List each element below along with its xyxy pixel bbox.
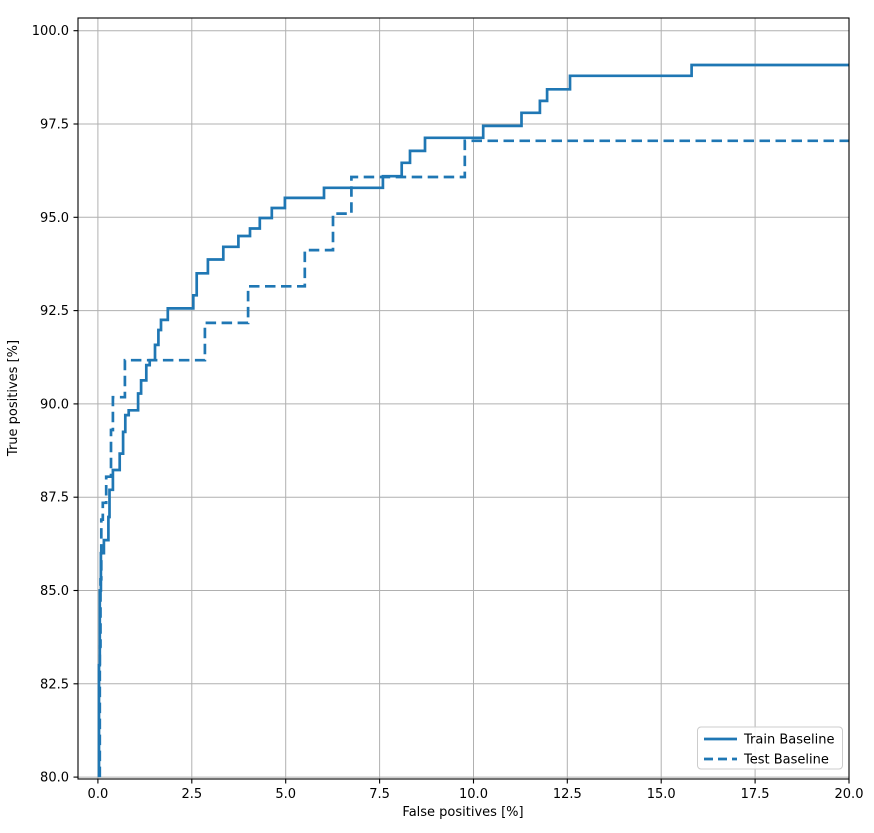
x-tick-label: 17.5	[741, 787, 770, 802]
train-baseline-line	[97, 63, 849, 778]
legend: Train Baseline Test Baseline	[697, 726, 843, 770]
y-tick-label: 80.0	[40, 771, 69, 786]
y-tick-label: 100.0	[32, 24, 69, 39]
y-tick-label: 85.0	[40, 584, 69, 599]
test-baseline-line	[98, 139, 849, 778]
x-tick-label: 20.0	[835, 787, 864, 802]
x-tick-label: 7.5	[369, 787, 390, 802]
x-tick-label: 15.0	[647, 787, 676, 802]
y-tick-label: 95.0	[40, 211, 69, 226]
x-tick-label: 2.5	[181, 787, 202, 802]
y-tick-label: 97.5	[40, 118, 69, 133]
legend-test-label: Test Baseline	[743, 753, 829, 768]
x-tick-label: 10.0	[459, 787, 488, 802]
x-tick-label: 5.0	[275, 787, 296, 802]
x-tick-label: 12.5	[553, 787, 582, 802]
y-axis-label: True positives [%]	[6, 340, 21, 457]
y-tick-label: 92.5	[40, 304, 69, 319]
tick-layer	[73, 30, 850, 784]
y-tick-label: 82.5	[40, 677, 69, 692]
x-tick-label: 0.0	[88, 787, 109, 802]
legend-train-label: Train Baseline	[743, 733, 834, 748]
grid-layer	[78, 18, 850, 779]
plot-area-border	[77, 17, 850, 780]
x-axis-label: False positives [%]	[402, 805, 523, 820]
tick-label-layer: 0.0 2.5 5.0 7.5 10.0 12.5 15.0 17.5 20.0 80.0 82.5…	[32, 24, 864, 802]
y-tick-label: 90.0	[40, 397, 69, 412]
y-tick-label: 87.5	[40, 491, 69, 506]
series-layer	[97, 63, 849, 778]
